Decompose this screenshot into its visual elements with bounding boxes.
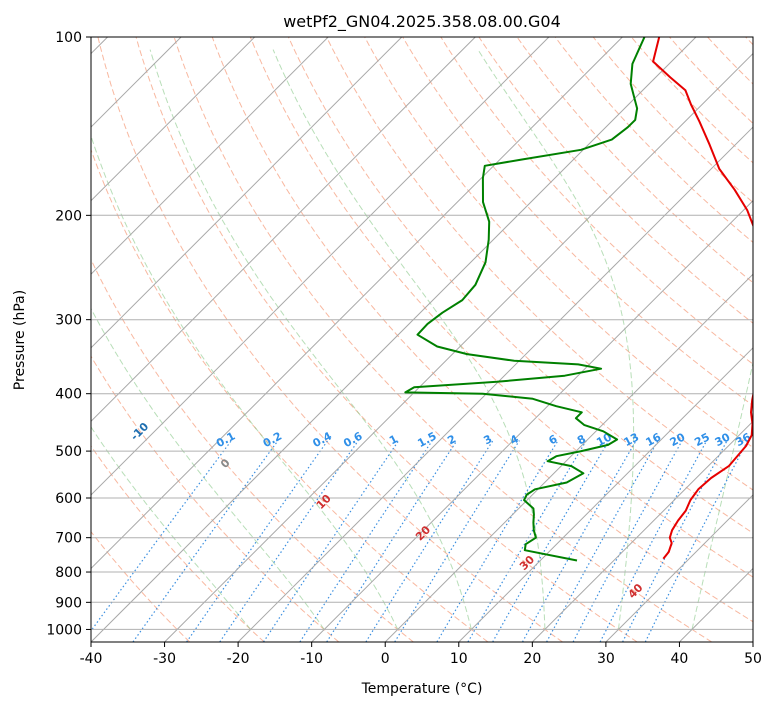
dry-adiabat [554,37,753,244]
dry-adiabats [91,37,753,642]
dry-adiabat [592,37,753,204]
mixing-ratio-label: 20 [668,430,688,449]
isobars [91,37,753,630]
x-tick-label: 20 [523,651,541,667]
axis-ticks: -40 -30 -20 -10 0 10 20 30 40 50 100 200 300 400 500 60… [46,30,762,667]
x-axis-label: Temperature (°C) [361,681,483,697]
dry-adiabat [402,37,753,407]
isotherm [458,347,753,642]
moist-adiabat [91,134,399,630]
mixing-ratio-lines [91,440,749,642]
isotherm [91,37,550,496]
dry-adiabat [173,37,713,642]
dry-adiabat [478,37,753,324]
isotherm [91,37,623,570]
isotherm [311,199,753,642]
moist-adiabat [91,307,325,630]
y-tick-label: 700 [55,531,82,547]
mixing-ratio-line [186,440,329,642]
y-tick-label: 300 [55,313,82,329]
dry-adiabat [91,530,191,642]
isotherms [91,37,753,642]
x-tick-label: 50 [744,651,762,667]
y-tick-label: 600 [55,491,82,507]
isotherm [164,52,753,642]
mixing-ratio-label: 30 [713,430,733,449]
y-tick-label: 400 [55,387,82,403]
isotherm [531,420,753,642]
chart-title: wetPf2_GN04.2025.358.08.00.G04 [283,12,561,32]
mixing-ratio-line [572,440,683,642]
mixing-ratio-line [132,440,279,642]
dry-adiabat [249,37,753,578]
moist-adiabat [91,426,252,630]
moist-adiabat [149,49,472,630]
x-tick-label: -20 [227,651,250,667]
dry-adiabat [630,37,753,164]
profile-series [404,37,753,562]
isotherm [237,126,753,642]
y-tick-label: 100 [55,30,82,46]
dry-adiabat [135,37,638,642]
moist-adiabats [91,49,753,630]
isotherm [605,494,753,642]
dry-adiabat [287,37,753,534]
mixing-ratio-line [91,440,232,632]
mixing-ratio-line [436,440,559,642]
dry-adiabat [91,355,340,642]
isotherm [91,37,403,349]
dewpoint-line [404,37,646,562]
x-tick-label: 0 [381,651,390,667]
dry-adiabat [440,37,753,365]
temperature-line [652,37,753,560]
isotherm [91,37,476,423]
dry-adiabat [516,37,753,284]
mixing-ratio-label: 36 [733,430,753,449]
mixing-ratio-line [546,440,659,642]
y-tick-label: 500 [55,444,82,460]
moist-adiabat [477,49,635,630]
isotherm [91,37,256,202]
moist-adiabat [272,49,546,630]
y-tick-label: 1000 [46,622,82,638]
isotherm [91,37,697,642]
plot-frame [90,36,754,643]
x-tick-label: -10 [300,651,323,667]
mixing-ratio-line [521,440,637,642]
mixing-ratio-label: 16 [644,430,664,449]
mixing-ratio-label: 13 [622,430,642,449]
mixing-ratio-line [219,440,359,642]
dry-adiabat [91,258,414,642]
dry-adiabat [211,37,753,623]
dry-adiabat [97,37,563,642]
x-tick-label: -30 [153,651,176,667]
dry-adiabat [364,37,753,449]
x-tick-label: 10 [450,651,468,667]
mixing-ratio-line [467,440,587,642]
mixing-ratio-label: 25 [692,430,712,449]
y-tick-label: 900 [55,595,82,611]
y-axis-label: Pressure (hPa) [12,290,28,390]
mixing-ratio-line [492,440,610,642]
mixing-ratio-line [262,440,400,642]
y-tick-label: 800 [55,565,82,581]
y-tick-label: 200 [55,208,82,224]
moist-adiabat [691,360,753,630]
x-tick-label: 30 [597,651,615,667]
mixing-ratio-line [299,440,433,642]
isotherm [384,273,753,642]
mixing-ratio-line [365,440,494,642]
x-tick-label: -40 [80,651,103,667]
mixing-ratio-line [644,440,749,642]
mixing-ratio-line [326,440,458,642]
x-tick-label: 40 [671,651,689,667]
isotherm [91,37,329,275]
